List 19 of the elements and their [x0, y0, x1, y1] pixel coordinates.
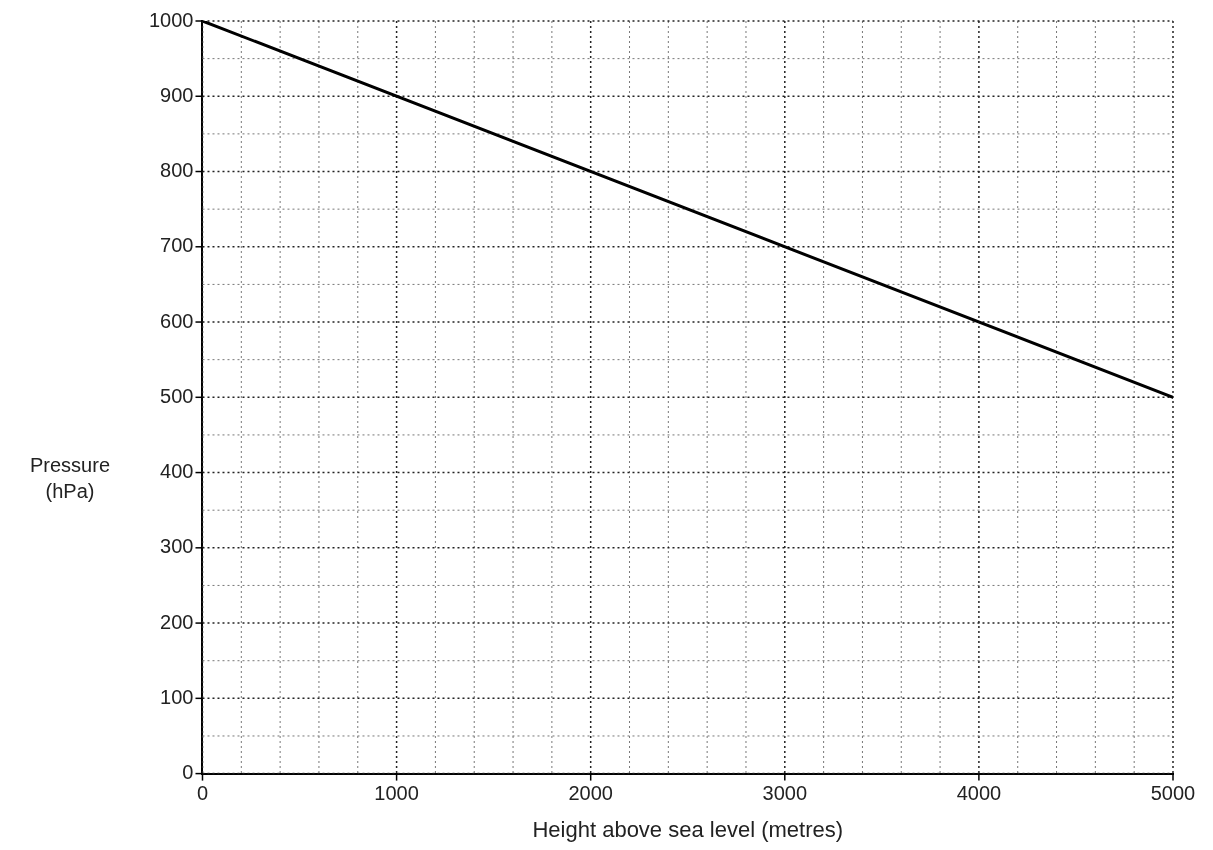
x-tick-label: 0	[196, 782, 209, 805]
x-tick-label: 3000	[762, 782, 808, 805]
y-axis-title: Pressure (hPa)	[29, 453, 111, 504]
y-tick-label: 700	[160, 234, 194, 257]
y-tick-label: 500	[160, 384, 194, 407]
y-tick-label: 400	[160, 460, 194, 483]
y-tick-label: 200	[160, 610, 194, 633]
x-tick-label: 5000	[1150, 782, 1196, 805]
x-tick-label: 1000	[374, 782, 419, 805]
y-tick-label: 1000	[148, 8, 194, 31]
y-tick-label: 0	[182, 761, 194, 784]
x-axis-title: Height above sea level (metres)	[532, 816, 844, 842]
y-tick-label: 800	[160, 159, 194, 182]
y-tick-label: 900	[160, 83, 194, 106]
x-tick-label: 2000	[568, 782, 613, 805]
y-tick-label: 600	[160, 309, 194, 332]
x-tick-label: 4000	[956, 782, 1002, 805]
y-tick-label: 300	[160, 535, 194, 558]
y-tick-label: 100	[160, 685, 194, 708]
